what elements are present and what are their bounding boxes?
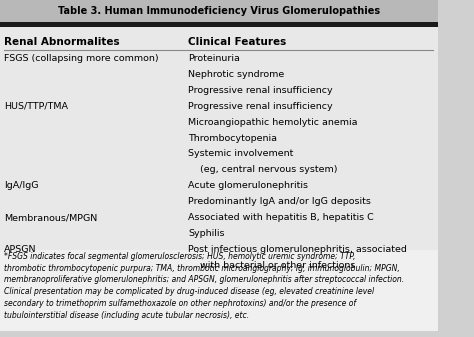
Text: with bacterial or other infections: with bacterial or other infections — [188, 261, 356, 270]
Text: Proteinuria: Proteinuria — [188, 54, 240, 63]
Text: Predominantly IgA and/or IgG deposits: Predominantly IgA and/or IgG deposits — [188, 197, 371, 206]
Bar — [0, 28, 438, 250]
Text: Progressive renal insufficiency: Progressive renal insufficiency — [188, 102, 333, 111]
Bar — [0, 0, 438, 22]
Text: (eg, central nervous system): (eg, central nervous system) — [188, 165, 337, 174]
Text: Acute glomerulonephritis: Acute glomerulonephritis — [188, 181, 308, 190]
Text: Membranous/MPGN: Membranous/MPGN — [4, 213, 98, 222]
Text: *FSGS indicates focal segmental glomerulosclerosis; HUS, hemolytic uremic syndro: *FSGS indicates focal segmental glomerul… — [4, 252, 404, 320]
Bar — [0, 250, 438, 331]
Text: Microangiopathic hemolytic anemia: Microangiopathic hemolytic anemia — [188, 118, 358, 127]
Text: HUS/TTP/TMA: HUS/TTP/TMA — [4, 102, 68, 111]
Text: Nephrotic syndrome: Nephrotic syndrome — [188, 70, 284, 79]
Text: Systemic involvement: Systemic involvement — [188, 149, 293, 158]
Text: Progressive renal insufficiency: Progressive renal insufficiency — [188, 86, 333, 95]
Text: Post infectious glomerulonephritis, associated: Post infectious glomerulonephritis, asso… — [188, 245, 407, 254]
Text: Associated with hepatitis B, hepatitis C: Associated with hepatitis B, hepatitis C — [188, 213, 374, 222]
Text: Renal Abnormalites: Renal Abnormalites — [4, 37, 120, 48]
Text: IgA/IgG: IgA/IgG — [4, 181, 39, 190]
Text: Syphilis: Syphilis — [188, 229, 225, 238]
Bar — [0, 22, 438, 28]
Text: Table 3. Human Immunodeficiency Virus Glomerulopathies: Table 3. Human Immunodeficiency Virus Gl… — [58, 6, 380, 16]
Text: FSGS (collapsing more common): FSGS (collapsing more common) — [4, 54, 159, 63]
Text: APSGN: APSGN — [4, 245, 37, 254]
Text: Thrombocytopenia: Thrombocytopenia — [188, 133, 277, 143]
Text: Clinical Features: Clinical Features — [188, 37, 286, 48]
